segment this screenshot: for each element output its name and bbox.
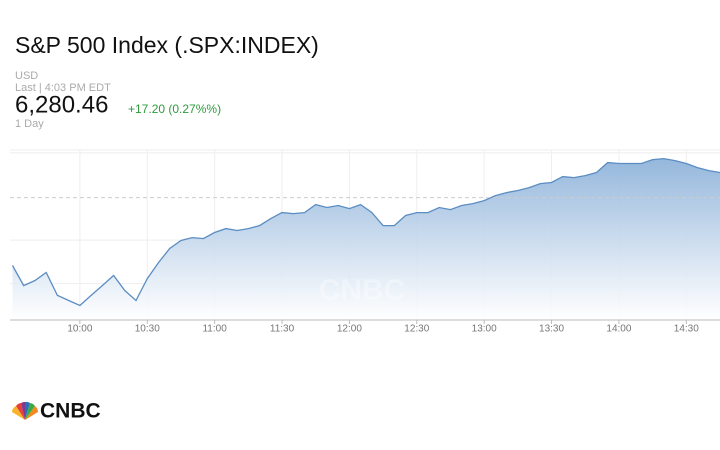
- last-updated: Last | 4:03 PM EDT: [15, 82, 111, 94]
- currency: USD: [15, 70, 38, 82]
- x-tick-label: 12:30: [404, 324, 429, 335]
- x-tick-label: 13:00: [472, 324, 497, 335]
- x-tick-label: 11:00: [202, 324, 227, 335]
- x-tick-label: 10:30: [135, 324, 160, 335]
- area-fill: [12, 158, 720, 320]
- watermark: CNBC: [319, 274, 406, 307]
- logo-peacock: [12, 401, 39, 420]
- x-tick-label: 10:00: [67, 324, 92, 335]
- x-tick-label: 11:30: [270, 324, 295, 335]
- price: 6,280.46: [15, 91, 108, 118]
- logo-text: CNBC: [40, 400, 101, 423]
- x-tick-label: 13:30: [539, 324, 564, 335]
- change: +17.20 (0.27%%): [128, 102, 221, 116]
- x-tick-label: 14:30: [674, 324, 699, 335]
- range: 1 Day: [15, 118, 44, 130]
- chart-title: S&P 500 Index (.SPX:INDEX): [15, 32, 319, 58]
- x-tick-label: 14:00: [606, 324, 631, 335]
- x-tick-label: 12:00: [337, 324, 362, 335]
- price-line: [11, 157, 720, 307]
- plot-area: 10:00 10:30 11:00 11:30 12:00 12:30 13:00 13:30…: [10, 149, 720, 335]
